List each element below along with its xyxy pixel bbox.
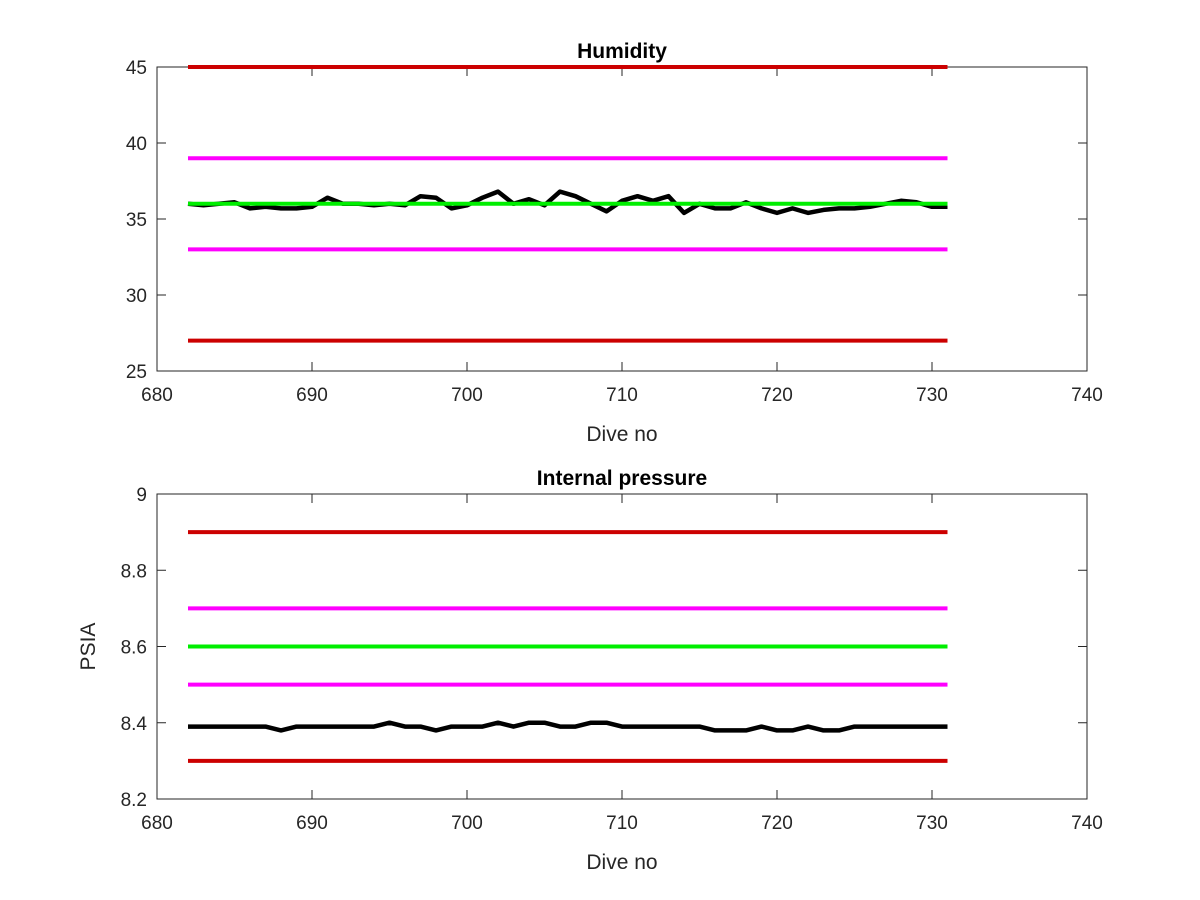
internal-pressure-x-tick-label: 700 — [451, 813, 483, 834]
humidity-x-tick-label: 690 — [296, 385, 328, 406]
internal-pressure-x-axis-label: Dive no — [586, 851, 657, 874]
internal-pressure-x-tick-label: 710 — [606, 813, 638, 834]
humidity-chart: 680 690 700 710 720 730 740 25 30 35 40 45 Humidity D… — [126, 40, 1103, 446]
humidity-y-tick-label: 30 — [126, 286, 147, 307]
humidity-y-tick-label: 35 — [126, 210, 147, 231]
humidity-plot-frame — [156, 66, 1088, 372]
internal-pressure-chart: 680 690 700 710 720 730 740 8.2 8.4 8.6 8.8 9 Intern… — [77, 467, 1103, 874]
humidity-x-tick-label: 720 — [761, 385, 793, 406]
internal-pressure-y-tick-label: 9 — [136, 485, 147, 506]
humidity-y-tick-label: 45 — [126, 58, 147, 79]
internal-pressure-x-tick-label: 720 — [761, 813, 793, 834]
humidity-x-axis-label: Dive no — [586, 423, 657, 446]
humidity-x-tick-label: 740 — [1071, 385, 1103, 406]
internal-pressure-y-tick-label: 8.6 — [121, 638, 147, 659]
internal-pressure-y-tick-label: 8.4 — [121, 714, 148, 735]
internal-pressure-title: Internal pressure — [537, 467, 707, 490]
internal-pressure-y-tick-label: 8.2 — [121, 790, 147, 811]
humidity-title: Humidity — [577, 40, 667, 63]
humidity-x-tick-label: 710 — [606, 385, 638, 406]
humidity-y-tick-label: 25 — [126, 362, 147, 383]
internal-pressure-series-5-black-line — [188, 720, 948, 733]
internal-pressure-x-tick-label: 690 — [296, 813, 328, 834]
internal-pressure-y-tick-label: 8.8 — [121, 561, 147, 582]
internal-pressure-x-tick-label: 680 — [141, 813, 173, 834]
humidity-x-tick-label: 730 — [916, 385, 948, 406]
internal-pressure-x-tick-label: 740 — [1071, 813, 1103, 834]
internal-pressure-x-tick-label: 730 — [916, 813, 948, 834]
humidity-y-tick-label: 40 — [126, 134, 147, 155]
humidity-x-tick-label: 680 — [141, 385, 173, 406]
internal-pressure-y-axis-label: PSIA — [77, 623, 100, 671]
humidity-x-tick-label: 700 — [451, 385, 483, 406]
